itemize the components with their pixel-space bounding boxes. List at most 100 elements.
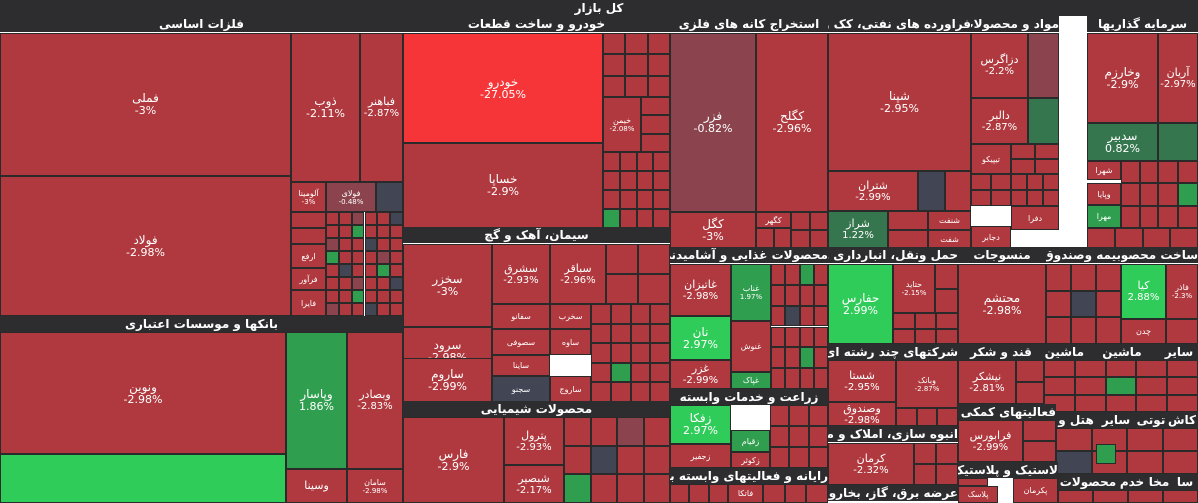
stock-tile[interactable]: سدبیر 0.82% (1087, 123, 1158, 161)
minor-stock-tile[interactable] (789, 447, 809, 468)
minor-stock-tile[interactable] (785, 326, 800, 348)
minor-stock-tile[interactable] (603, 152, 620, 171)
stock-tile[interactable]: حتاید -2.15% (893, 264, 935, 313)
minor-stock-tile[interactable] (1011, 144, 1035, 159)
minor-stock-tile[interactable] (771, 264, 786, 285)
minor-stock-tile[interactable] (770, 405, 790, 426)
minor-stock-tile[interactable] (364, 264, 378, 277)
minor-stock-tile[interactable] (636, 171, 654, 190)
minor-stock-tile[interactable] (338, 225, 352, 238)
minor-stock-tile[interactable] (1093, 490, 1128, 503)
sector-header[interactable]: خدم (1118, 474, 1146, 490)
minor-stock-tile[interactable] (630, 304, 651, 324)
stock-tile[interactable]: فارس -2.9% (403, 417, 504, 503)
minor-stock-tile[interactable] (914, 328, 937, 344)
minor-stock-tile[interactable] (888, 229, 928, 248)
minor-stock-tile[interactable] (364, 251, 378, 264)
minor-stock-tile[interactable] (971, 190, 991, 206)
minor-stock-tile[interactable] (610, 362, 631, 383)
sector-header[interactable]: سا (1172, 474, 1198, 490)
minor-stock-tile[interactable] (1074, 377, 1106, 395)
minor-stock-tile[interactable] (1027, 190, 1043, 206)
minor-stock-tile[interactable] (650, 382, 670, 402)
minor-stock-tile[interactable] (338, 277, 352, 290)
stock-tile[interactable]: نیشکر -2.81% (958, 360, 1016, 404)
minor-stock-tile[interactable] (617, 474, 644, 503)
minor-stock-tile[interactable] (1105, 360, 1137, 378)
sector-header[interactable]: مواد و محصولات دارو (971, 16, 1059, 32)
minor-stock-tile[interactable] (1035, 144, 1059, 159)
stock-tile[interactable]: فباهنر -2.87% (360, 33, 403, 182)
stock-tile[interactable]: سباقر -2.96% (550, 244, 606, 304)
stock-tile[interactable]: سخرب (550, 304, 591, 329)
minor-stock-tile[interactable] (1056, 428, 1092, 451)
minor-stock-tile[interactable] (799, 305, 814, 327)
minor-stock-tile[interactable] (958, 478, 988, 486)
minor-stock-tile[interactable] (630, 323, 651, 344)
minor-stock-tile[interactable] (390, 264, 403, 277)
minor-stock-tile[interactable] (1121, 183, 1140, 206)
minor-stock-tile[interactable] (1136, 377, 1168, 395)
minor-stock-tile[interactable] (564, 417, 591, 446)
minor-stock-tile[interactable] (338, 303, 352, 316)
minor-stock-tile[interactable] (770, 447, 790, 468)
minor-stock-tile[interactable] (625, 54, 648, 76)
stock-tile[interactable]: وخارزم -2.9% (1087, 33, 1158, 123)
minor-stock-tile[interactable] (364, 238, 378, 251)
stock-tile[interactable]: ساینا (492, 355, 550, 376)
minor-stock-tile[interactable] (808, 447, 828, 468)
stock-tile[interactable]: وسینا (286, 469, 347, 503)
minor-stock-tile[interactable] (326, 277, 339, 290)
stock-tile[interactable]: غپاک (731, 372, 771, 389)
minor-stock-tile[interactable] (351, 238, 365, 251)
minor-stock-tile[interactable] (935, 288, 958, 313)
minor-stock-tile[interactable] (636, 152, 654, 171)
minor-stock-tile[interactable] (1011, 159, 1035, 174)
sector-header[interactable]: کاش (1166, 412, 1198, 428)
sector-header[interactable]: ساخت محصو (1121, 247, 1198, 263)
stock-tile[interactable]: سجنو (492, 376, 550, 402)
minor-stock-tile[interactable] (806, 484, 828, 503)
minor-stock-tile[interactable] (390, 277, 403, 290)
minor-stock-tile[interactable] (1023, 441, 1056, 462)
minor-stock-tile[interactable] (643, 445, 670, 475)
stock-tile[interactable]: پلاسک (958, 486, 998, 503)
minor-stock-tile[interactable] (376, 182, 403, 212)
minor-stock-tile[interactable] (773, 228, 791, 248)
minor-stock-tile[interactable] (351, 277, 365, 290)
minor-stock-tile[interactable] (377, 251, 391, 264)
minor-stock-tile[interactable] (1071, 290, 1096, 318)
minor-stock-tile[interactable] (364, 212, 378, 225)
minor-stock-tile[interactable] (647, 75, 670, 97)
minor-stock-tile[interactable] (625, 33, 648, 55)
sector-header[interactable]: محصولات شیمیایی (403, 401, 670, 417)
minor-stock-tile[interactable] (377, 264, 391, 277)
minor-stock-tile[interactable] (1096, 317, 1121, 344)
stock-tile[interactable]: دالبر -2.87% (971, 98, 1028, 144)
sector-header[interactable]: سایر (1160, 344, 1198, 360)
minor-stock-tile[interactable] (643, 417, 670, 446)
minor-stock-tile[interactable] (338, 264, 352, 277)
stock-tile[interactable]: وبانک -2.87% (896, 360, 958, 408)
stock-tile[interactable]: آریان -2.97% (1158, 33, 1198, 123)
stock-tile[interactable]: مهرا (1087, 205, 1121, 228)
minor-stock-tile[interactable] (936, 464, 958, 485)
minor-stock-tile[interactable] (1142, 228, 1171, 248)
stock-tile[interactable]: غزر -2.99% (670, 360, 731, 389)
minor-stock-tile[interactable] (763, 484, 785, 503)
minor-stock-tile[interactable] (603, 209, 620, 228)
sector-header[interactable]: فراورده های نفتی، کک و (828, 16, 971, 32)
minor-stock-tile[interactable] (808, 426, 828, 447)
minor-stock-tile[interactable] (1158, 183, 1178, 206)
stock-tile[interactable]: وپاسار 1.86% (286, 332, 347, 469)
stock-tile[interactable]: فزر -0.82% (670, 33, 756, 212)
minor-stock-tile[interactable] (799, 284, 814, 306)
sector-header[interactable]: بیمه وصندوق (1046, 247, 1121, 263)
minor-stock-tile[interactable] (591, 323, 611, 344)
minor-stock-tile[interactable] (650, 323, 670, 344)
minor-stock-tile[interactable] (1162, 451, 1198, 474)
minor-stock-tile[interactable] (1011, 190, 1027, 206)
minor-stock-tile[interactable] (590, 417, 617, 446)
stock-tile[interactable]: فرآور (291, 268, 326, 290)
minor-stock-tile[interactable] (789, 426, 809, 447)
